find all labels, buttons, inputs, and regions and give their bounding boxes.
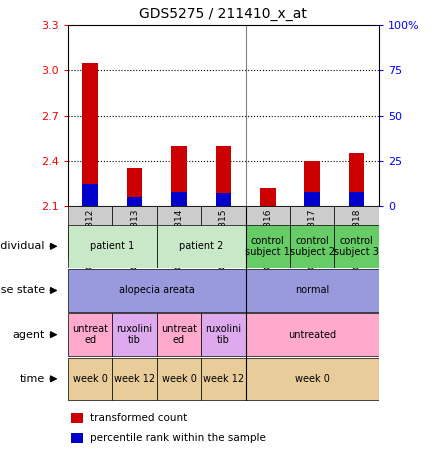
Text: GSM1414316: GSM1414316 (263, 209, 272, 270)
Text: GSM1414318: GSM1414318 (352, 209, 361, 270)
Text: control
subject 1: control subject 1 (245, 236, 290, 257)
Text: week 0: week 0 (162, 374, 196, 384)
Text: agent: agent (12, 330, 45, 340)
Text: control
subject 3: control subject 3 (334, 236, 379, 257)
Bar (215, 146, 231, 206)
Bar (349, 153, 364, 206)
Bar (68, 313, 112, 356)
Text: GSM1414312: GSM1414312 (85, 209, 95, 269)
Text: transformed count: transformed count (90, 413, 187, 423)
Text: untreat
ed: untreat ed (72, 324, 108, 346)
Bar (112, 357, 157, 400)
Bar (201, 357, 246, 400)
Bar (260, 188, 276, 206)
Text: ruxolini
tib: ruxolini tib (117, 324, 152, 346)
Bar (127, 197, 142, 206)
Bar (171, 146, 187, 206)
Bar (68, 269, 246, 312)
Bar (82, 63, 98, 206)
Text: GSM1414313: GSM1414313 (130, 209, 139, 270)
Bar (246, 313, 379, 356)
Text: alopecia areata: alopecia areata (119, 285, 194, 295)
Text: percentile rank within the sample: percentile rank within the sample (90, 433, 265, 443)
Bar (71, 413, 83, 423)
Bar (157, 357, 201, 400)
Bar (201, 313, 246, 356)
Text: week 0: week 0 (73, 374, 108, 384)
Title: GDS5275 / 211410_x_at: GDS5275 / 211410_x_at (139, 7, 307, 21)
Bar (246, 269, 379, 312)
Bar (246, 225, 290, 268)
Bar (82, 184, 98, 206)
Text: disease state: disease state (0, 285, 45, 295)
Bar (68, 225, 157, 268)
Bar (157, 313, 201, 356)
Bar (246, 206, 290, 260)
Text: normal: normal (295, 285, 329, 295)
Text: control
subject 2: control subject 2 (290, 236, 335, 257)
Bar (171, 192, 187, 206)
Text: patient 1: patient 1 (90, 241, 134, 251)
Bar (215, 193, 231, 206)
Bar (246, 357, 379, 400)
Text: untreat
ed: untreat ed (161, 324, 197, 346)
Text: untreated: untreated (288, 330, 336, 340)
Text: week 12: week 12 (203, 374, 244, 384)
Bar (349, 192, 364, 206)
Bar (290, 225, 335, 268)
Bar (112, 206, 157, 260)
Text: ruxolini
tib: ruxolini tib (205, 324, 241, 346)
Bar (68, 357, 112, 400)
Bar (127, 169, 142, 206)
Text: individual: individual (0, 241, 45, 251)
Text: GSM1414315: GSM1414315 (219, 209, 228, 270)
Bar (157, 206, 201, 260)
Bar (201, 206, 246, 260)
Text: GSM1414317: GSM1414317 (308, 209, 317, 270)
Text: GSM1414314: GSM1414314 (174, 209, 184, 269)
Text: time: time (19, 374, 45, 384)
Bar (335, 225, 379, 268)
Text: week 12: week 12 (114, 374, 155, 384)
Bar (112, 313, 157, 356)
Text: week 0: week 0 (295, 374, 330, 384)
Bar (304, 192, 320, 206)
Bar (157, 225, 246, 268)
Bar (71, 433, 83, 443)
Bar (290, 206, 335, 260)
Bar (335, 206, 379, 260)
Bar (304, 161, 320, 206)
Bar (68, 206, 112, 260)
Text: patient 2: patient 2 (179, 241, 223, 251)
